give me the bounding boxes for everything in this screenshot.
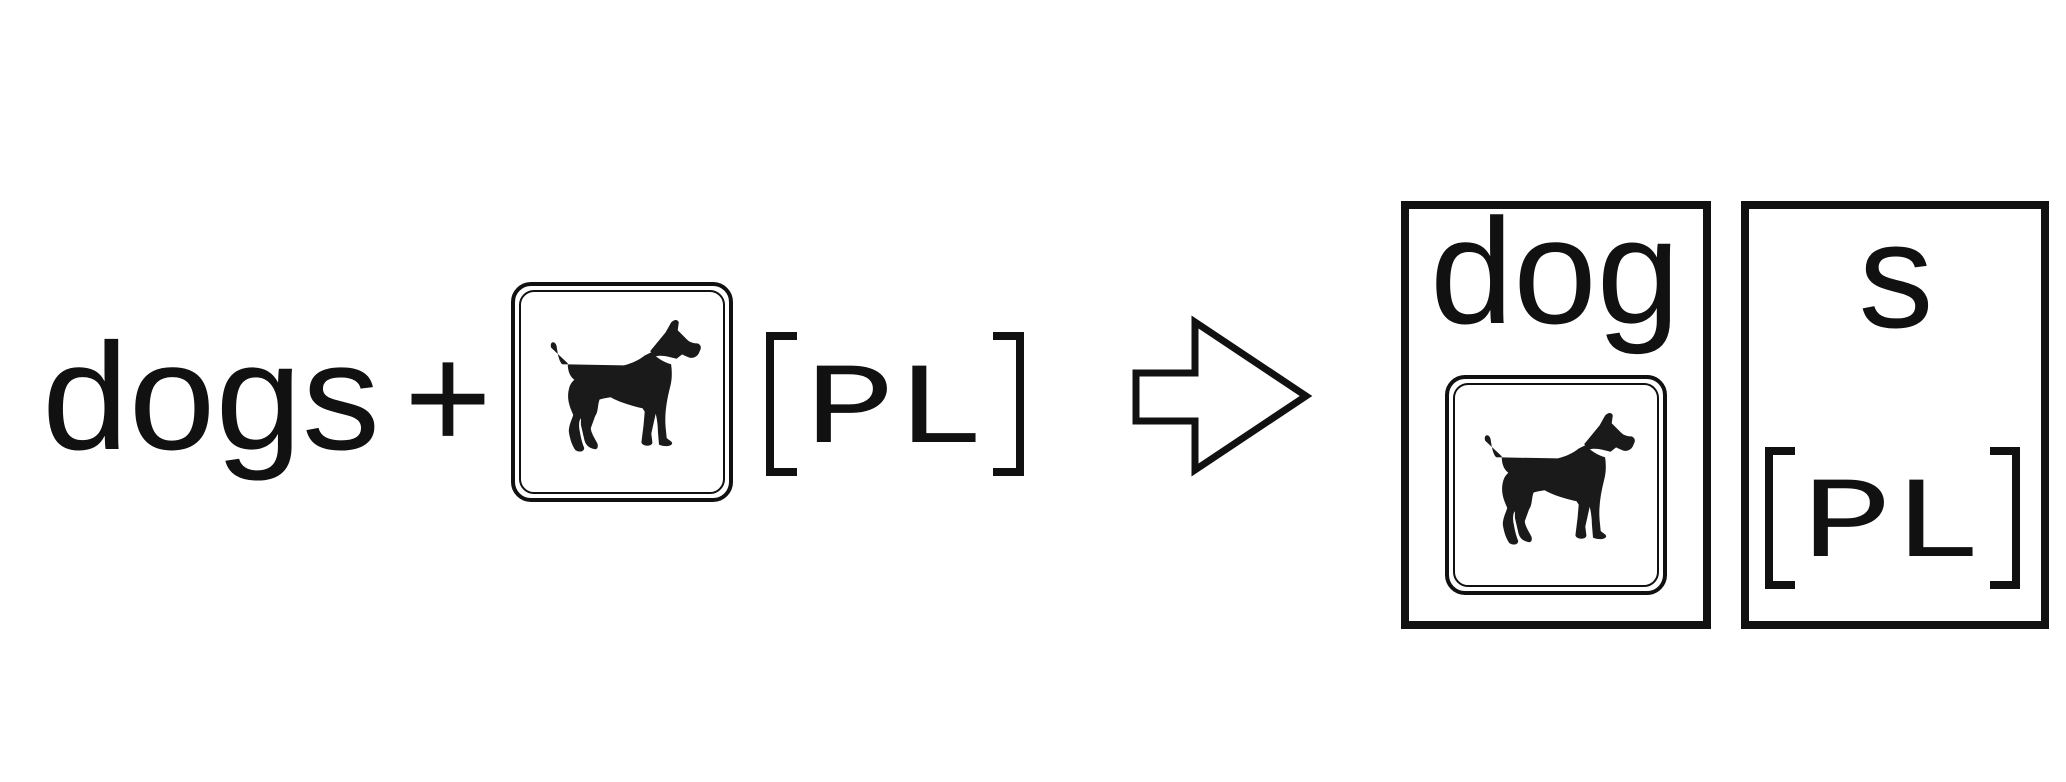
plus-sign: + xyxy=(404,313,492,481)
image-box xyxy=(511,282,733,502)
right-arrow-icon xyxy=(1132,315,1313,477)
plural-tag: PL xyxy=(766,332,1024,477)
dog-silhouette-icon xyxy=(550,320,701,452)
stem-dog-silhouette-icon xyxy=(1484,413,1635,545)
word-dogs: dogs xyxy=(42,312,380,482)
suffix-text: s xyxy=(1859,191,1934,359)
suffix-plural-tag: PL xyxy=(1765,447,2020,591)
plural-tag-label: PL xyxy=(805,345,985,477)
stem-box: dog xyxy=(1401,187,1711,629)
stem-image-box xyxy=(1445,375,1667,595)
stem-text: dog xyxy=(1430,187,1680,355)
suffix-plural-tag-label: PL xyxy=(1802,459,1982,591)
suffix-box: s PL xyxy=(1741,191,2049,629)
